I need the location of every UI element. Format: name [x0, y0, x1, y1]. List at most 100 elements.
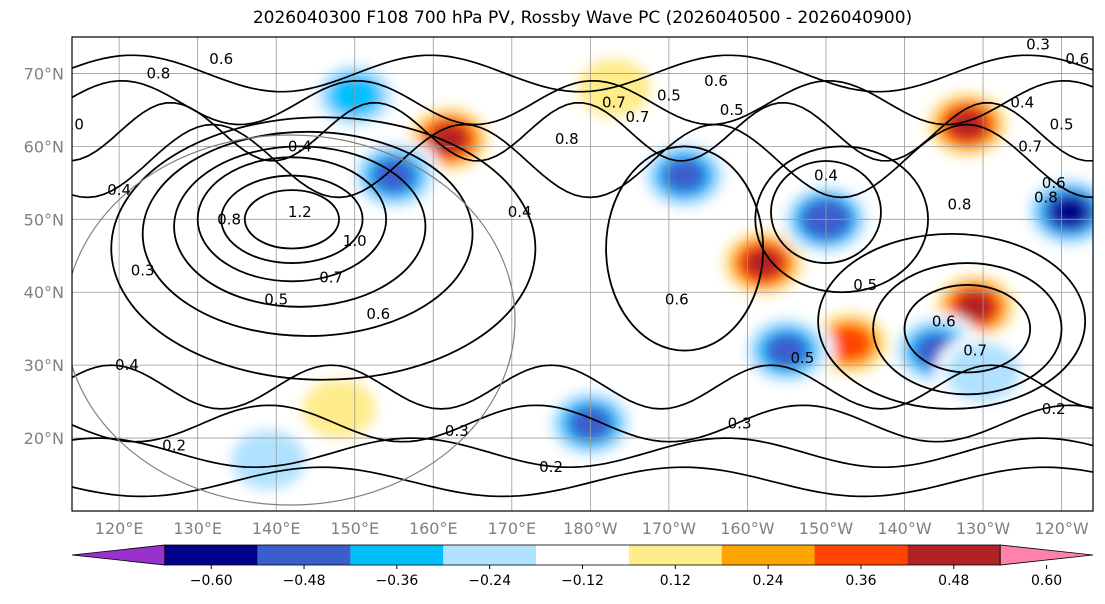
contour-label-37: 0.3 [1026, 35, 1050, 53]
latitude-labels: 70°N 60°N 50°N 40°N 30°N 20°N [24, 64, 64, 448]
colorbar-tick-label: 0.12 [660, 573, 691, 589]
chart-title: 2026040300 F108 700 hPa PV, Rossby Wave … [252, 8, 913, 28]
contour-label-26: 0.4 [814, 167, 838, 185]
pv-contour-line-4 [72, 79, 1093, 126]
colorbar-tick-label: 0.36 [845, 573, 876, 589]
anomaly-region-11-4 [764, 332, 809, 369]
contour-label-18: 0.7 [602, 94, 626, 112]
anomaly-region-15-2 [301, 378, 377, 440]
contour-label-29: 0.3 [728, 414, 752, 432]
contour-label-7: 0.8 [217, 210, 241, 228]
pv-contour-ring-2 [196, 156, 388, 283]
contour-label-34: 0.6 [1042, 174, 1066, 192]
lat-tick-label: 50°N [24, 210, 64, 229]
contour-label-5: 0.4 [115, 356, 139, 374]
anomaly-region-2-5 [956, 291, 994, 322]
anomaly-region-6-4 [662, 157, 707, 194]
colorbar-tick-label: −0.60 [190, 573, 233, 589]
lat-tick-label: 20°N [24, 429, 64, 448]
lon-tick-label: 120°W [1034, 519, 1089, 538]
contour-label-6: 0.4 [288, 137, 312, 155]
pv-contour-ring-6 [903, 284, 1032, 374]
lat-tick-label: 30°N [24, 356, 64, 375]
contour-label-11: 0.5 [264, 291, 288, 309]
pv-contour-ring-8 [817, 232, 1087, 410]
anomaly-region-4-4 [827, 325, 872, 362]
pv-contour-line-5 [72, 54, 1093, 93]
lon-tick-label: 140°W [877, 519, 932, 538]
map-frame [71, 36, 1094, 512]
pv-contour-line-0 [72, 364, 1093, 410]
contour-labels: 0.80.61.00.40.30.40.40.8 1.21.00.70.50.60… [60, 35, 1089, 476]
contour-label-17: 0.8 [555, 130, 579, 148]
lon-tick-label: 160°W [720, 519, 775, 538]
contour-label-1: 0.6 [209, 50, 233, 68]
colorbar-tick-label: 0.60 [1031, 573, 1062, 589]
pv-contour-line-7 [72, 123, 1093, 199]
colorbar-tick-label: 0.48 [938, 573, 969, 589]
colorbar-segment-8 [814, 545, 908, 565]
contour-label-10: 0.7 [319, 269, 343, 287]
map-panel: 0.80.61.00.40.30.40.40.8 1.21.00.70.50.60… [60, 35, 1094, 512]
colorbar-tick-label: −0.48 [283, 573, 326, 589]
pv-contour-ring-9 [770, 160, 882, 264]
longitude-labels: 120°E 130°E 140°E 150°E 160°E 170°E 180°W 170°W… [95, 519, 1089, 538]
colorbar-segment-9 [907, 545, 1001, 565]
lon-tick-label: 170°E [487, 519, 536, 538]
contour-label-19: 0.7 [626, 108, 650, 126]
contour-label-25: 0.5 [853, 276, 877, 294]
contour-label-32: 0.8 [1034, 188, 1058, 206]
anomaly-region-16-2 [230, 429, 306, 491]
pv-contour-ring-0 [243, 189, 340, 250]
colorbar-segment-5 [536, 545, 629, 565]
contour-label-0: 0.8 [146, 64, 170, 82]
colorbar-extend-high [999, 544, 1094, 566]
colorbar-segment-4 [443, 545, 537, 565]
pv-contour-ring-4 [141, 130, 474, 337]
contour-label-36: 0.4 [1010, 94, 1034, 112]
contour-label-12: 0.6 [366, 305, 390, 323]
lon-tick-label: 150°W [799, 519, 854, 538]
contour-label-2: 1.0 [60, 116, 84, 134]
pv-contour-ring-7 [872, 262, 1063, 396]
lon-tick-label: 140°E [252, 519, 301, 538]
contour-label-38: 0.6 [1065, 50, 1089, 68]
contour-label-13: 0.4 [508, 203, 532, 221]
colorbar-segment-3 [350, 545, 444, 565]
contour-label-28: 0.7 [963, 342, 987, 360]
contour-label-16: 0.2 [539, 458, 563, 476]
lon-tick-label: 130°E [173, 519, 222, 538]
contour-label-3: 0.4 [107, 181, 131, 199]
contour-label-22: 0.5 [720, 101, 744, 119]
lon-tick-label: 150°E [330, 519, 379, 538]
lat-tick-label: 40°N [24, 283, 64, 302]
contour-label-4: 0.3 [131, 261, 155, 279]
contour-label-15: 0.2 [162, 436, 186, 454]
colorbar-extend-low [71, 544, 166, 566]
pv-contour-line-1 [72, 404, 1093, 443]
pv-contour-ring-3 [173, 145, 427, 308]
contour-label-9: 1.0 [343, 232, 367, 250]
pv-contours [72, 54, 1093, 498]
lat-tick-label: 70°N [24, 64, 64, 83]
contour-label-23: 0.6 [665, 291, 689, 309]
colorbar: −0.60 −0.48 −0.36 −0.24 −0.12 0.12 0.24 0.36 0.4… [71, 544, 1094, 589]
lon-tick-label: 120°E [95, 519, 144, 538]
colorbar-tick-label: −0.24 [468, 573, 511, 589]
pv-contour-ring-10 [754, 145, 929, 294]
contour-label-20: 0.5 [657, 86, 681, 104]
colorbar-segment-2 [257, 545, 351, 565]
contour-label-33: 0.7 [1018, 137, 1042, 155]
contour-label-21: 0.6 [704, 72, 728, 90]
lat-tick-label: 60°N [24, 137, 64, 156]
pv-contour-line-3 [72, 466, 1093, 498]
contour-label-14: 0.3 [445, 422, 469, 440]
lon-tick-label: 180°W [563, 519, 618, 538]
pv-contour-ring-11 [605, 145, 765, 352]
contour-label-8: 1.2 [288, 203, 312, 221]
range-ring [72, 134, 516, 506]
contour-label-31: 0.8 [948, 196, 972, 214]
colorbar-tick-label: −0.12 [561, 573, 604, 589]
colorbar-tick-label: −0.36 [375, 573, 418, 589]
